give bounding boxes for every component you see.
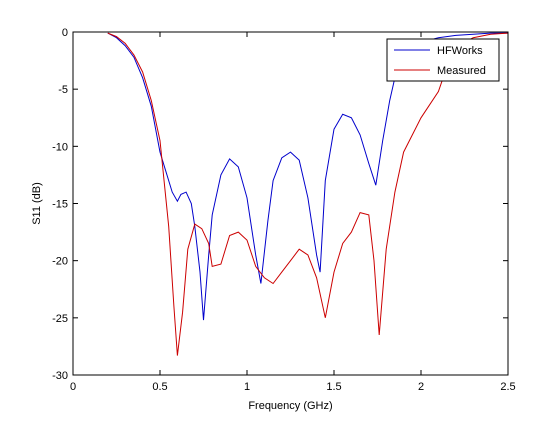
- y-tick-label: -10: [52, 141, 68, 153]
- y-tick-label: -20: [52, 256, 68, 268]
- legend-box: [386, 38, 500, 82]
- y-axis-label: S11 (dB): [31, 182, 43, 225]
- series-group: [107, 32, 508, 356]
- x-axis-ticks: 0 0.5 1 1.5 2 2.5: [70, 32, 516, 393]
- x-tick-label: 0: [70, 381, 76, 393]
- x-tick-label: 1: [244, 381, 250, 393]
- x-axis-label: Frequency (GHz): [248, 400, 332, 412]
- x-tick-label: 2: [418, 381, 424, 393]
- y-tick-label: -15: [52, 199, 68, 211]
- legend: HFWorks Measured: [386, 38, 500, 82]
- x-tick-label: 1.5: [326, 381, 341, 393]
- legend-label-hfworks: HFWorks: [437, 45, 483, 57]
- legend-label-measured: Measured: [437, 65, 486, 77]
- series-line-measured: [107, 32, 508, 356]
- y-axis-ticks: 0 -5 -10 -15 -20 -25 -30: [52, 27, 508, 382]
- y-tick-label: -25: [52, 313, 68, 325]
- y-tick-label: -5: [58, 84, 68, 96]
- x-tick-label: 0.5: [152, 381, 167, 393]
- y-tick-label: 0: [62, 27, 68, 39]
- x-tick-label: 2.5: [500, 381, 515, 393]
- y-tick-label: -30: [52, 370, 68, 382]
- plot-area: [72, 31, 509, 376]
- series-line-hfworks: [107, 32, 508, 321]
